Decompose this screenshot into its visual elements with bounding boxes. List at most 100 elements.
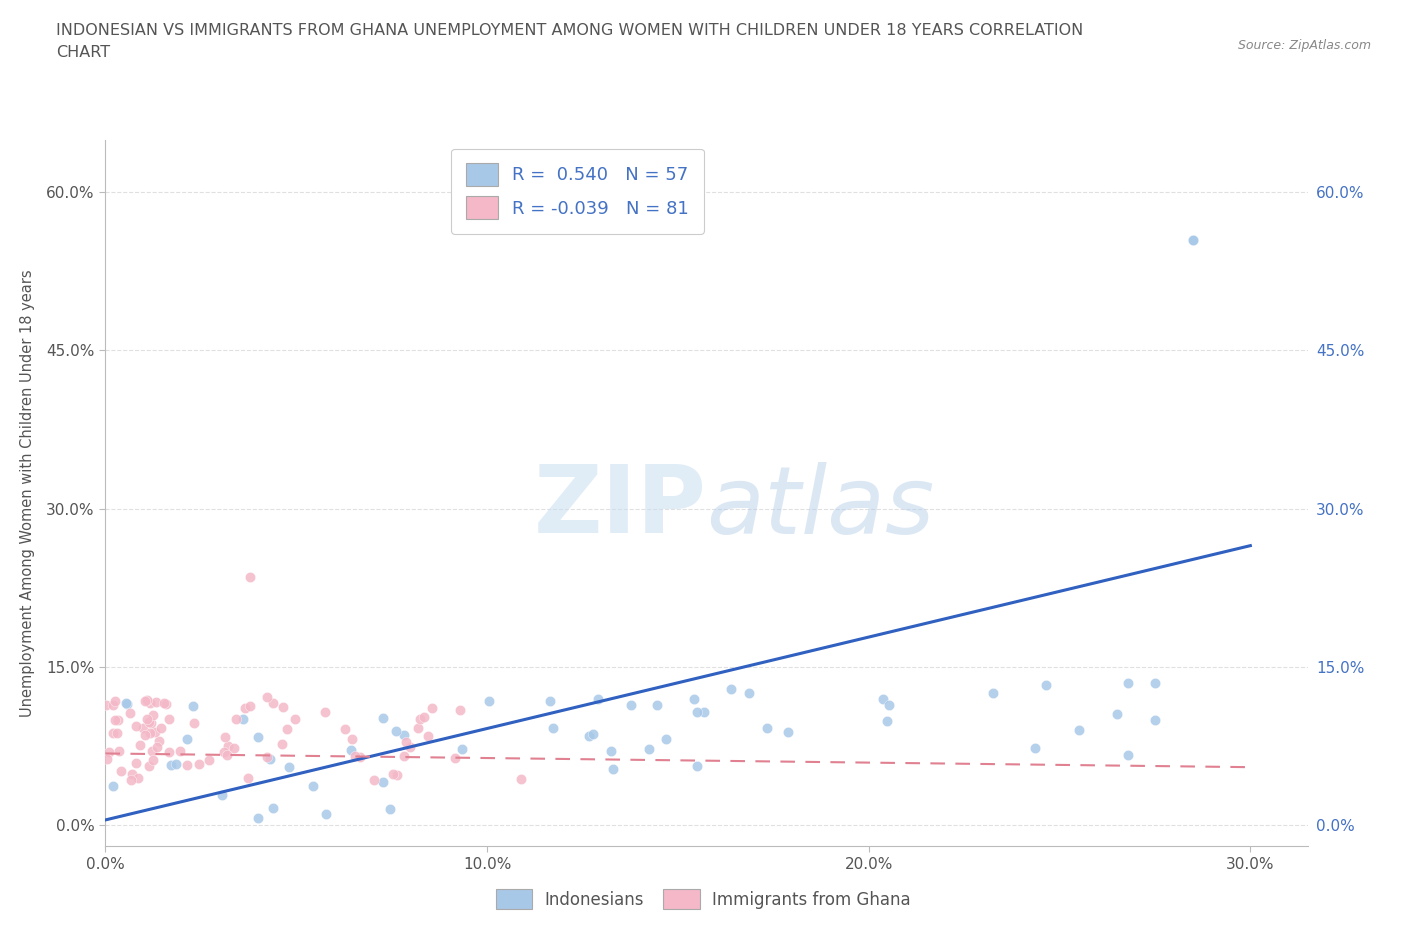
Point [142, 707, 165, 722]
Point [373, 711, 395, 725]
Point [599, 744, 621, 759]
Point [183, 716, 205, 731]
Y-axis label: Unemployment Among Women with Children Under 18 years: Unemployment Among Women with Children U… [20, 269, 35, 717]
Point [1035, 677, 1057, 692]
Point [363, 773, 385, 788]
Point [125, 719, 148, 734]
Point [110, 764, 132, 778]
Point [1116, 748, 1139, 763]
Point [284, 712, 307, 727]
Point [236, 771, 259, 786]
Point [686, 705, 709, 720]
Point [176, 731, 198, 746]
Point [277, 759, 299, 774]
Point [314, 705, 336, 720]
Point [1116, 675, 1139, 690]
Point [120, 772, 142, 787]
Text: ZIP: ZIP [534, 461, 707, 553]
Point [602, 762, 624, 777]
Point [139, 715, 162, 730]
Point [148, 733, 170, 748]
Point [262, 801, 284, 816]
Point [107, 712, 129, 727]
Point [510, 772, 533, 787]
Point [409, 712, 432, 727]
Point [214, 730, 236, 745]
Point [981, 685, 1004, 700]
Point [392, 728, 415, 743]
Point [344, 748, 367, 763]
Legend: Indonesians, Immigrants from Ghana: Indonesians, Immigrants from Ghana [488, 881, 918, 917]
Point [686, 758, 709, 773]
Point [620, 698, 643, 712]
Point [1182, 232, 1205, 247]
Point [1143, 712, 1166, 727]
Point [225, 712, 247, 727]
Point [256, 750, 278, 764]
Point [720, 682, 742, 697]
Point [315, 806, 337, 821]
Point [198, 752, 221, 767]
Point [450, 741, 472, 756]
Point [127, 770, 149, 785]
Legend: R =  0.540   N = 57, R = -0.039   N = 81: R = 0.540 N = 57, R = -0.039 N = 81 [451, 149, 703, 233]
Point [139, 726, 162, 741]
Point [239, 570, 262, 585]
Point [121, 766, 143, 781]
Point [586, 692, 609, 707]
Point [406, 721, 429, 736]
Point [142, 752, 165, 767]
Point [232, 711, 254, 726]
Point [271, 737, 294, 751]
Point [382, 767, 405, 782]
Point [541, 721, 564, 736]
Point [146, 739, 169, 754]
Text: CHART: CHART [56, 45, 110, 60]
Point [176, 757, 198, 772]
Point [165, 756, 187, 771]
Point [645, 698, 668, 712]
Point [378, 801, 401, 816]
Point [117, 697, 139, 711]
Point [301, 778, 323, 793]
Point [211, 788, 233, 803]
Text: atlas: atlas [707, 461, 935, 552]
Point [413, 710, 436, 724]
Point [222, 740, 245, 755]
Point [145, 695, 167, 710]
Point [143, 724, 166, 739]
Point [114, 696, 136, 711]
Point [1067, 723, 1090, 737]
Point [256, 689, 278, 704]
Point [420, 700, 443, 715]
Point [150, 720, 173, 735]
Point [104, 694, 127, 709]
Point [1024, 740, 1046, 755]
Point [582, 727, 605, 742]
Point [738, 685, 761, 700]
Point [478, 694, 501, 709]
Point [132, 721, 155, 736]
Point [876, 714, 898, 729]
Point [239, 698, 262, 713]
Point [655, 732, 678, 747]
Text: Source: ZipAtlas.com: Source: ZipAtlas.com [1237, 39, 1371, 52]
Point [94, 698, 117, 713]
Point [276, 722, 298, 737]
Point [872, 692, 894, 707]
Point [778, 724, 800, 739]
Point [449, 703, 471, 718]
Point [118, 706, 141, 721]
Point [138, 715, 160, 730]
Point [101, 778, 124, 793]
Point [349, 750, 371, 764]
Point [101, 725, 124, 740]
Point [134, 727, 156, 742]
Point [340, 731, 363, 746]
Point [125, 756, 148, 771]
Point [96, 751, 118, 766]
Point [183, 698, 205, 713]
Point [104, 712, 127, 727]
Point [538, 694, 561, 709]
Point [262, 696, 284, 711]
